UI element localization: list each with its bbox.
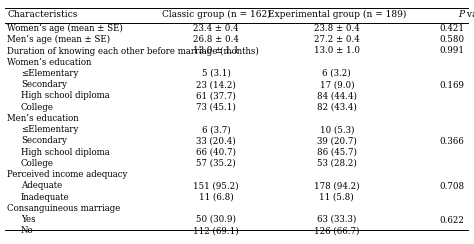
Text: Yes: Yes [21, 215, 36, 224]
Text: 50 (30.9): 50 (30.9) [196, 215, 236, 224]
Text: 82 (43.4): 82 (43.4) [317, 103, 357, 112]
Text: 53 (28.2): 53 (28.2) [317, 159, 357, 168]
Text: ≤Elementary: ≤Elementary [21, 125, 78, 134]
Text: Secondary: Secondary [21, 80, 67, 89]
Text: 0.366: 0.366 [440, 137, 465, 146]
Text: No: No [21, 226, 34, 235]
Text: 11 (5.8): 11 (5.8) [319, 193, 354, 202]
Text: 6 (3.2): 6 (3.2) [322, 69, 351, 78]
Text: 39 (20.7): 39 (20.7) [317, 136, 357, 145]
Text: 6 (3.7): 6 (3.7) [202, 125, 230, 134]
Text: 27.2 ± 0.4: 27.2 ± 0.4 [314, 35, 360, 44]
Text: 73 (45.1): 73 (45.1) [196, 103, 236, 112]
Text: 17 (9.0): 17 (9.0) [319, 80, 354, 89]
Text: 57 (35.2): 57 (35.2) [196, 159, 236, 168]
Text: 126 (66.7): 126 (66.7) [314, 226, 360, 235]
Text: 26.8 ± 0.4: 26.8 ± 0.4 [193, 35, 239, 44]
Text: 178 (94.2): 178 (94.2) [314, 181, 360, 190]
Text: ≤Elementary: ≤Elementary [21, 69, 78, 78]
Text: 13.0 ± 1.1: 13.0 ± 1.1 [193, 46, 239, 55]
Text: Men’s education: Men’s education [7, 114, 79, 123]
Text: Characteristics: Characteristics [7, 10, 77, 19]
Text: 23.4 ± 0.4: 23.4 ± 0.4 [193, 24, 239, 33]
Text: Consanguineous marriage: Consanguineous marriage [7, 204, 120, 213]
Text: 63 (33.3): 63 (33.3) [317, 215, 356, 224]
Text: High school diploma: High school diploma [21, 92, 110, 100]
Text: Inadequate: Inadequate [21, 193, 70, 202]
Text: Men’s age (mean ± SE): Men’s age (mean ± SE) [7, 35, 110, 44]
Text: Women’s age (mean ± SE): Women’s age (mean ± SE) [7, 24, 123, 33]
Text: Classic group (n = 162): Classic group (n = 162) [162, 10, 270, 20]
Text: Perceived income adequacy: Perceived income adequacy [7, 170, 128, 179]
Text: 84 (44.4): 84 (44.4) [317, 92, 357, 100]
Text: value: value [464, 10, 474, 19]
Text: Adequate: Adequate [21, 181, 62, 190]
Text: 0.421: 0.421 [439, 24, 465, 33]
Text: 0.580: 0.580 [439, 35, 465, 44]
Text: 5 (3.1): 5 (3.1) [201, 69, 230, 78]
Text: 33 (20.4): 33 (20.4) [196, 136, 236, 145]
Text: 66 (40.7): 66 (40.7) [196, 148, 236, 157]
Text: 0.991: 0.991 [439, 46, 465, 55]
Text: Experimental group (n = 189): Experimental group (n = 189) [268, 10, 406, 20]
Text: High school diploma: High school diploma [21, 148, 110, 157]
Text: 13.0 ± 1.0: 13.0 ± 1.0 [314, 46, 360, 55]
Text: 23.8 ± 0.4: 23.8 ± 0.4 [314, 24, 360, 33]
Text: College: College [21, 103, 54, 112]
Text: 112 (69.1): 112 (69.1) [193, 226, 239, 235]
Text: 0.708: 0.708 [439, 183, 465, 192]
Text: 0.622: 0.622 [440, 216, 465, 225]
Text: College: College [21, 159, 54, 168]
Text: P: P [459, 10, 465, 19]
Text: 86 (45.7): 86 (45.7) [317, 148, 357, 157]
Text: 10 (5.3): 10 (5.3) [319, 125, 354, 134]
Text: 0.169: 0.169 [439, 81, 465, 90]
Text: 11 (6.8): 11 (6.8) [199, 193, 234, 202]
Text: Secondary: Secondary [21, 136, 67, 145]
Text: Women’s education: Women’s education [7, 58, 91, 67]
Text: 151 (95.2): 151 (95.2) [193, 181, 239, 190]
Text: 23 (14.2): 23 (14.2) [196, 80, 236, 89]
Text: Duration of knowing each other before marriage (months): Duration of knowing each other before ma… [7, 46, 259, 56]
Text: 61 (37.7): 61 (37.7) [196, 92, 236, 100]
